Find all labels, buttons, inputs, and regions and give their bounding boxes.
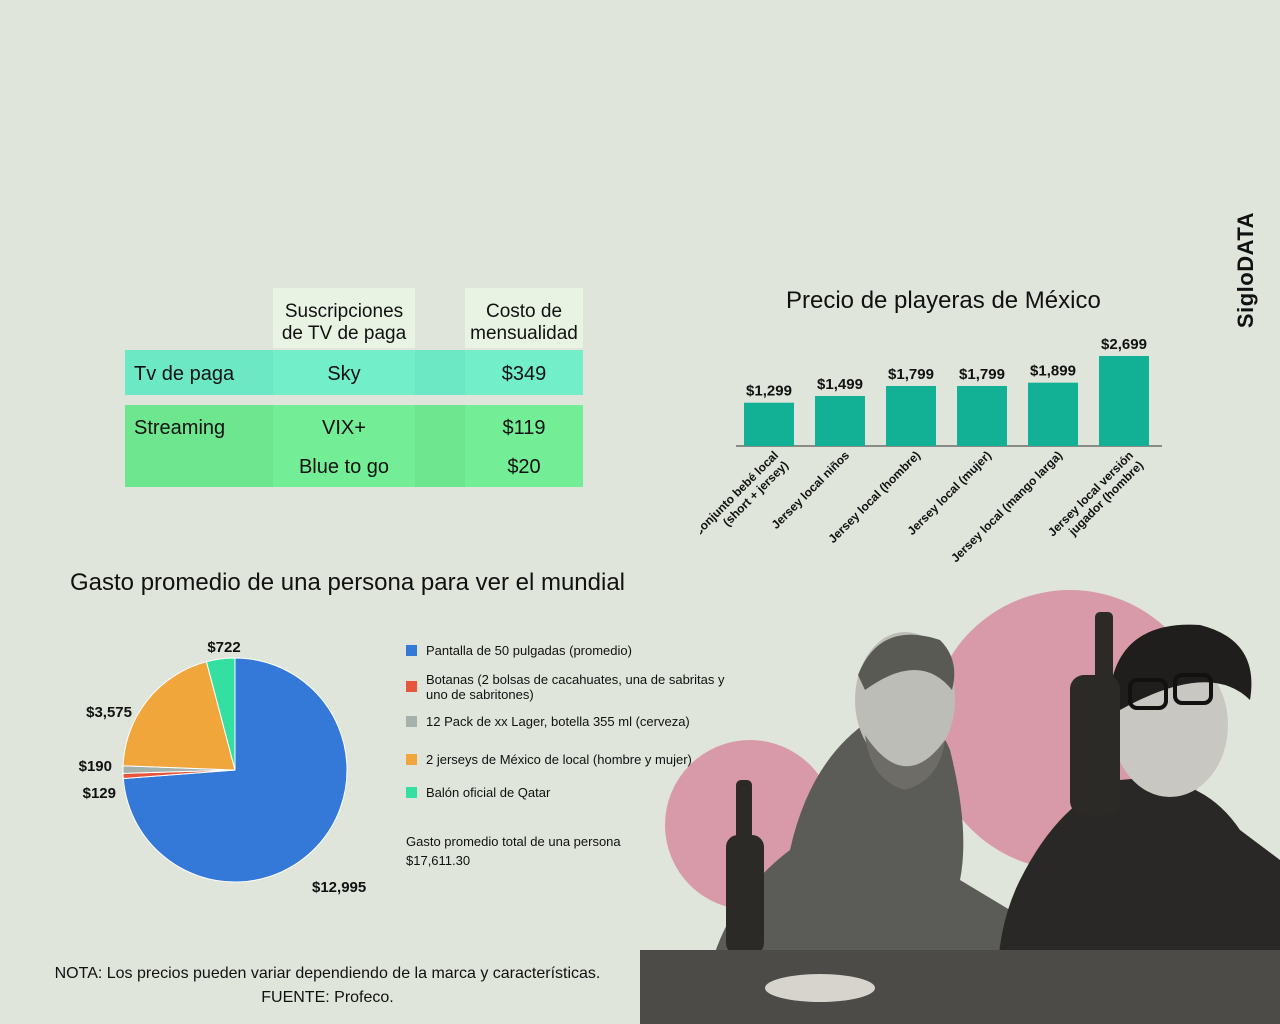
man-left-body <box>700 714 1074 1024</box>
people-photo <box>640 590 1280 1024</box>
legend-swatch <box>406 716 417 727</box>
bar-data-label: $1,799 <box>888 366 934 383</box>
legend-label: 2 jerseys de México de local (hombre y m… <box>426 752 692 767</box>
x-tick-line: Conjunto bebé local <box>700 448 781 539</box>
table-header-bg-3 <box>465 288 583 348</box>
bar <box>815 396 865 446</box>
header-line: Suscripciones <box>284 301 404 322</box>
bar <box>1099 356 1149 446</box>
table-header-cost: Costo de mensualidad <box>465 301 583 345</box>
legend-label: Botanas (2 bolsas de cacahuates, una de … <box>426 672 725 702</box>
total-label: Gasto promedio total de una persona <box>406 834 621 849</box>
table-item-price: $20 <box>507 456 541 478</box>
pie-data-label: $190 <box>79 758 112 775</box>
header-line: de TV de paga <box>281 323 407 344</box>
pie-slice <box>205 657 236 771</box>
table-category-tv: Tv de paga <box>134 363 235 385</box>
man-left-hair <box>858 634 955 690</box>
table-cell-bg <box>273 350 415 395</box>
legend-label: 12 Pack de xx Lager, botella 355 ml (cer… <box>426 714 690 729</box>
bottle-icon <box>1070 675 1120 815</box>
bar-data-label: $1,799 <box>959 366 1005 383</box>
legend-swatch <box>406 645 417 656</box>
note-text: NOTA: Los precios pueden variar dependie… <box>54 965 601 982</box>
pie-chart: $12,995 $129 $190 $3,575 $722 <box>79 639 367 896</box>
bar <box>886 386 936 446</box>
table-item-name: Blue to go <box>298 456 390 478</box>
bar <box>1028 382 1078 446</box>
bar-data-label: $1,899 <box>1030 363 1076 380</box>
source-text: FUENTE: Profeco. <box>261 989 394 1006</box>
table-header-bg-2 <box>273 288 415 348</box>
table-item-price: $349 <box>501 363 547 385</box>
bar-data-label: $2,699 <box>1101 336 1147 353</box>
bar <box>744 402 794 446</box>
total-value: $17,611.30 <box>406 853 471 868</box>
bar-data-label: $1,499 <box>817 376 863 393</box>
table-item-name: VIX+ <box>322 417 366 439</box>
man-left-beard <box>865 735 945 790</box>
man-right-hair <box>1110 624 1252 710</box>
pie-data-label: $12,995 <box>312 879 366 896</box>
bar-chart-title: Precio de playeras de México <box>786 287 1101 314</box>
footer-note: NOTA: Los precios pueden variar dependie… <box>0 962 655 1010</box>
brand-text: SigloDATA <box>1233 211 1258 329</box>
legend-label: Pantalla de 50 pulgadas (promedio) <box>426 643 632 658</box>
legend-swatch <box>406 754 417 765</box>
bar-chart: $1,299 Conjunto bebé local(short + jersey… <box>700 336 1162 565</box>
snack-bowl <box>765 974 875 1002</box>
table-surface <box>640 950 1280 1024</box>
bottle-icon <box>1095 612 1113 682</box>
header-line: Costo de <box>485 301 563 322</box>
header-line: mensualidad <box>470 323 578 344</box>
legend-label: Balón oficial de Qatar <box>426 785 551 800</box>
table-cell-bg <box>465 405 583 487</box>
table-category-streaming: Streaming <box>134 417 226 439</box>
x-tick-label: Conjunto bebé local(short + jersey) <box>700 448 791 549</box>
pie-data-label: $722 <box>207 639 240 656</box>
legend-swatch <box>406 681 417 692</box>
table-cell-bg <box>273 405 415 487</box>
bar <box>957 386 1007 446</box>
pie-data-label: $3,575 <box>86 704 132 721</box>
total-spending: Gasto promedio total de una persona $17,… <box>406 832 621 870</box>
bar-data-label: $1,299 <box>746 383 792 400</box>
x-tick-label: Jersey local versiónjugador (hombre) <box>1045 448 1146 549</box>
pie-slice <box>122 661 236 771</box>
brand-logo: SigloDATA <box>1228 200 1264 340</box>
bottle-icon <box>736 780 752 840</box>
glasses-icon <box>1128 678 1168 710</box>
bottle-icon <box>726 835 764 955</box>
pie-chart-title: Gasto promedio de una persona para ver e… <box>70 569 625 596</box>
pie-data-label: $129 <box>83 785 116 802</box>
table-cell-bg <box>465 350 583 395</box>
legend-swatch <box>406 787 417 798</box>
glasses-icon <box>1173 673 1213 705</box>
table-header-subscriptions: Suscripciones de TV de paga <box>273 301 415 345</box>
table-item-price: $119 <box>502 417 546 439</box>
table-item-name: Sky <box>327 363 361 385</box>
